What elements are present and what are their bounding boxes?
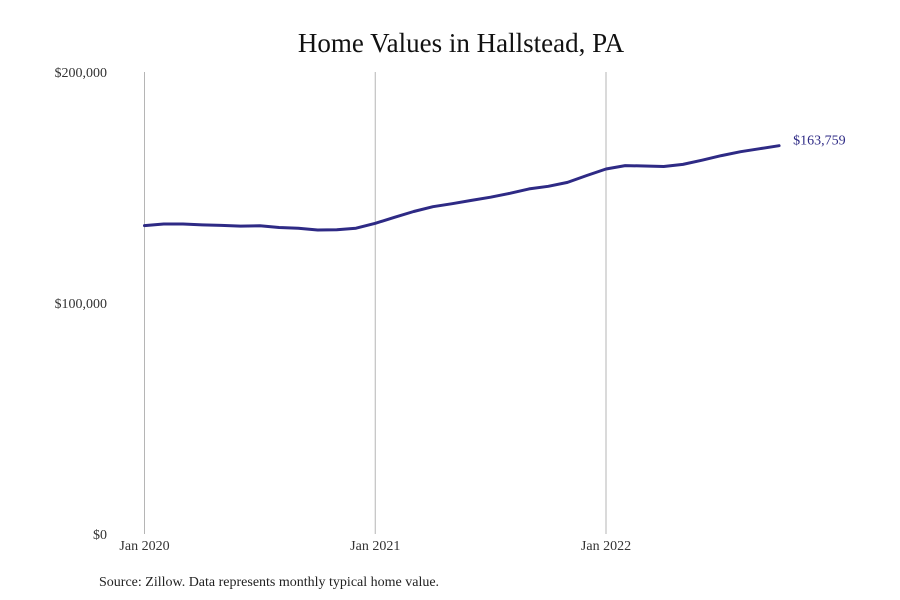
source-note: Source: Zillow. Data represents monthly … — [99, 575, 439, 590]
y-axis: $0 $100,000 $200,000 — [55, 66, 108, 543]
y-tick-label: $200,000 — [55, 66, 108, 81]
x-tick-label: Jan 2020 — [119, 539, 169, 554]
grid-layer — [144, 72, 607, 534]
end-value-label: $163,759 — [793, 134, 846, 149]
x-tick-label: Jan 2021 — [350, 539, 400, 554]
series-line — [143, 144, 781, 232]
x-axis: Jan 2020 Jan 2021 Jan 2022 — [119, 539, 631, 554]
y-tick-label: $0 — [93, 528, 107, 543]
chart-title: Home Values in Hallstead, PA — [298, 28, 625, 58]
y-tick-label: $100,000 — [55, 297, 108, 312]
x-tick-label: Jan 2022 — [581, 539, 631, 554]
